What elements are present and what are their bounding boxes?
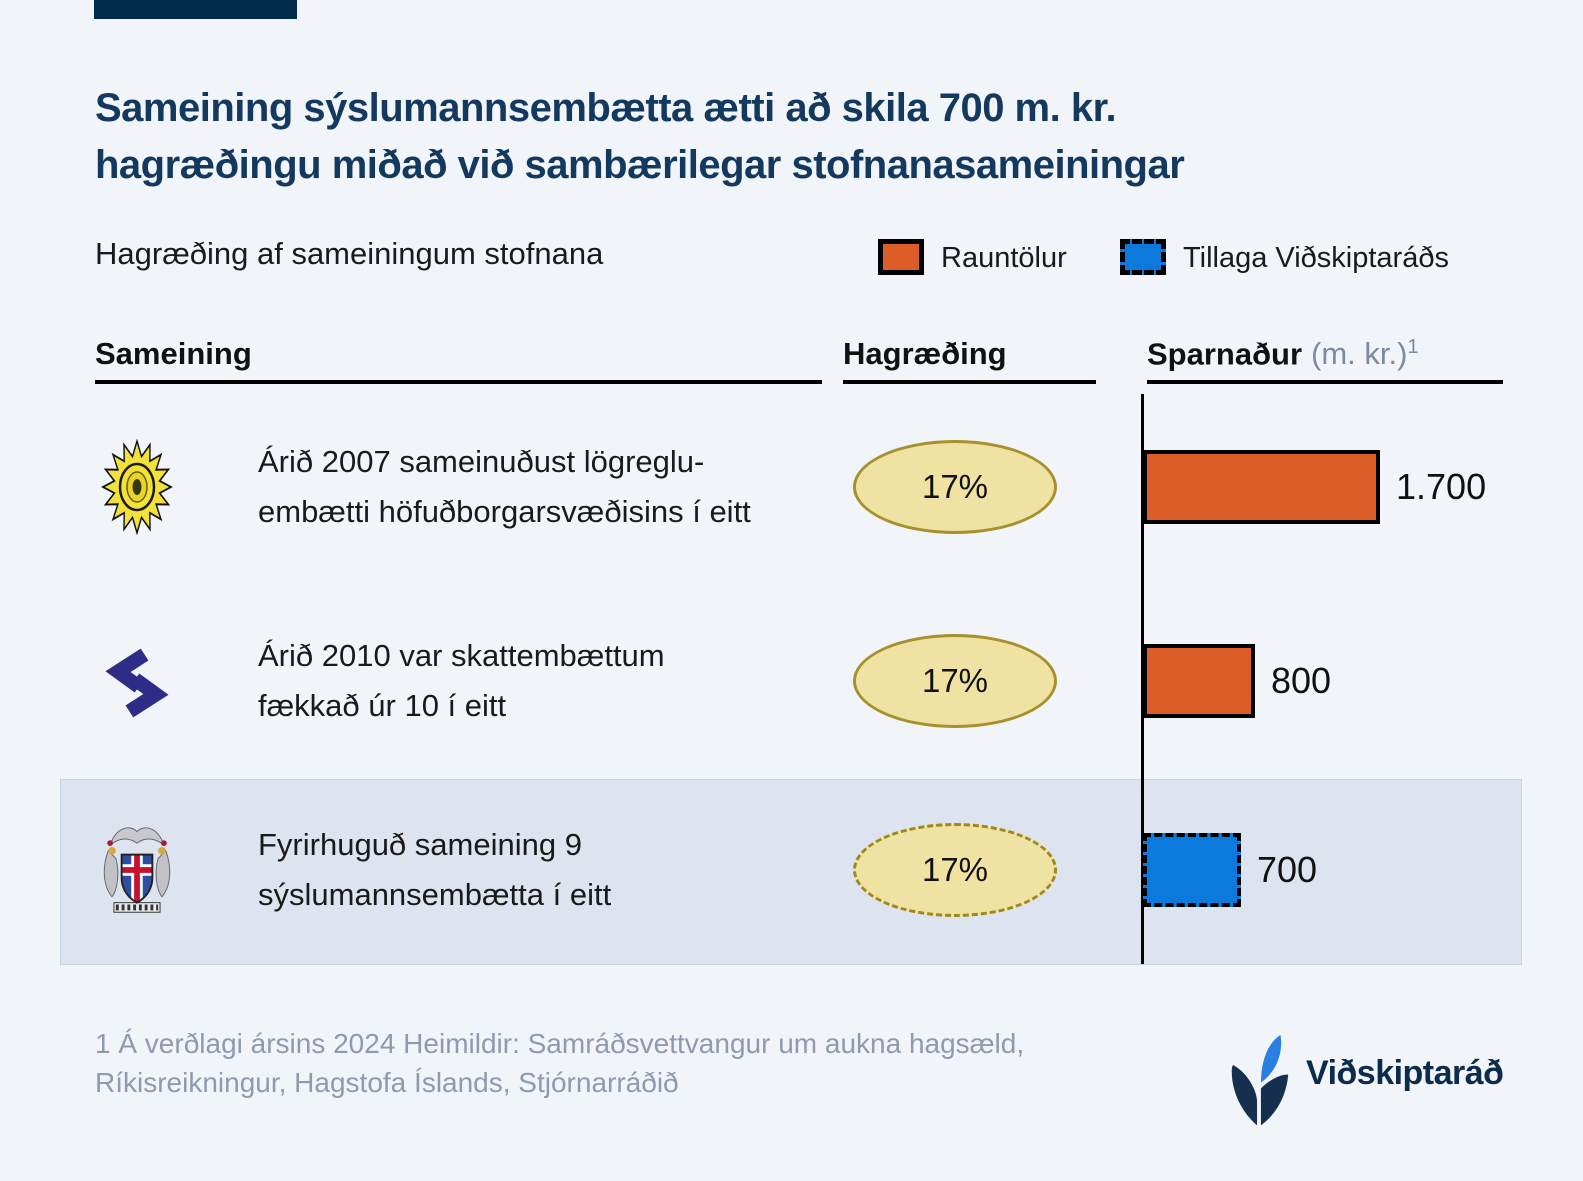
police-badge-icon [98, 439, 176, 535]
legend-label-tillaga: Tillaga Viðskiptaráðs [1183, 242, 1449, 274]
sparnadur-unit: (m. kr.) [1311, 336, 1408, 372]
footnote-line2: Ríkisreikningur, Hagstofa Íslands, Stjór… [95, 1067, 679, 1098]
iceland-coat-of-arms-icon [98, 822, 176, 918]
table-row-syslumenn-merger: Fyrirhuguð sameining 9 sýslumannsembætta… [0, 775, 1583, 965]
sparnadur-bar [1143, 833, 1241, 907]
row-description-line2: sýslumannsembætta í eitt [258, 877, 612, 912]
sparnadur-value: 800 [1271, 660, 1332, 701]
vidskiptarad-emblem-icon [1222, 1028, 1296, 1128]
hagraeding-badge: 17% [853, 823, 1057, 917]
row-description-line2: fækkað úr 10 í eitt [258, 688, 507, 723]
row-description: Árið 2010 var skattembættum fækkað úr 10… [258, 631, 665, 731]
tax-authority-icon [98, 633, 176, 729]
legend-label-rauntolur: Rauntölur [941, 242, 1067, 274]
row-description-line2: embætti höfuðborgarsvæðisins í eitt [258, 494, 751, 529]
sparnadur-bar [1143, 450, 1380, 524]
accent-top-bar [94, 0, 297, 19]
page-title: Sameining sýslumannsembætta ætti að skil… [95, 80, 1185, 194]
table-row-tax-merger: Árið 2010 var skattembættum fækkað úr 10… [0, 586, 1583, 776]
header-underline-hagraeding [843, 380, 1096, 384]
header-underline-sameining [95, 380, 822, 384]
sparnadur-footnote-marker: 1 [1407, 336, 1419, 358]
page-title-line2: hagræðingu miðað við sambærilegar stofna… [95, 143, 1185, 187]
row-description-line1: Árið 2010 var skattembættum [258, 638, 665, 673]
brand-name: Viðskiptaráð [1306, 1054, 1504, 1092]
column-header-sparnadur: Sparnaður (m. kr.)1 [1147, 336, 1419, 372]
sparnadur-value: 700 [1257, 849, 1318, 890]
footnote: 1 Á verðlagi ársins 2024 Heimildir: Samr… [95, 1024, 1024, 1102]
row-description-line1: Árið 2007 sameinuðust lögreglu- [258, 444, 705, 479]
table-row-police-merger: Árið 2007 sameinuðust lögreglu- embætti … [0, 392, 1583, 582]
header-underline-sparnadur [1147, 380, 1503, 384]
column-header-hagraeding: Hagræðing [843, 336, 1007, 371]
column-header-sameining: Sameining [95, 336, 252, 371]
row-description: Fyrirhuguð sameining 9 sýslumannsembætta… [258, 820, 611, 920]
legend-swatch-tillaga [1120, 239, 1166, 275]
sparnadur-label: Sparnaður [1147, 336, 1303, 372]
legend-swatch-rauntolur [878, 239, 924, 275]
page-title-line1: Sameining sýslumannsembætta ætti að skil… [95, 86, 1117, 130]
hagraeding-badge: 17% [853, 634, 1057, 728]
footnote-line1: 1 Á verðlagi ársins 2024 Heimildir: Samr… [95, 1028, 1025, 1059]
chart-subtitle: Hagræðing af sameiningum stofnana [95, 236, 604, 271]
sparnadur-value: 1.700 [1396, 466, 1487, 507]
highlight-band-proposed-row [60, 779, 1522, 965]
row-description-line1: Fyrirhuguð sameining 9 [258, 827, 582, 862]
sparnadur-bar [1143, 644, 1255, 718]
chart-baseline-axis [1141, 394, 1144, 964]
row-description: Árið 2007 sameinuðust lögreglu- embætti … [258, 437, 751, 537]
hagraeding-badge: 17% [853, 440, 1057, 534]
